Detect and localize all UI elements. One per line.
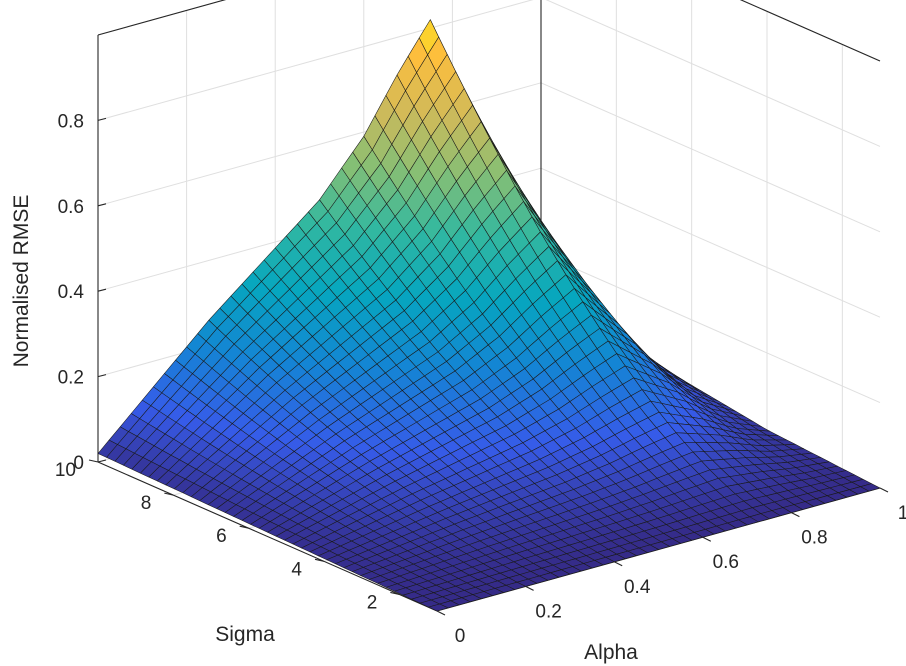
z-tick-label: 0 — [73, 453, 84, 474]
z-tick-mark — [97, 203, 107, 207]
grid-line — [540, 253, 881, 404]
z-axis-label: Normalised RMSE — [10, 195, 33, 368]
y-tick-mark — [390, 591, 400, 595]
box-edge — [739, 0, 881, 62]
y-tick-label: 10 — [55, 460, 76, 481]
y-tick-mark — [314, 558, 325, 562]
z-tick-label: 0.6 — [58, 197, 84, 218]
x-tick-mark — [525, 585, 534, 591]
y-axis-line — [97, 461, 438, 612]
x-tick-label: 0.2 — [535, 601, 561, 622]
z-tick-label: 0.8 — [58, 111, 84, 132]
y-tick-label: 4 — [291, 559, 302, 580]
y-tick-mark — [88, 459, 99, 463]
surface — [97, 19, 881, 612]
y-tick-label: 6 — [216, 526, 227, 547]
z-tick-label: 0.2 — [58, 368, 84, 389]
x-tick-label: 0.6 — [713, 552, 739, 573]
z-tick-mark — [97, 117, 107, 121]
z-tick-mark — [97, 459, 107, 463]
x-tick-label: 0 — [455, 626, 466, 647]
grid-line — [540, 167, 881, 318]
grid-line — [97, 0, 534, 121]
y-tick-label: 2 — [367, 592, 378, 613]
x-axis-label: Alpha — [584, 641, 638, 664]
surface-cell — [428, 603, 449, 612]
grid-line — [739, 0, 881, 62]
y-tick-mark — [164, 492, 174, 496]
y-axis-label: Sigma — [215, 623, 275, 646]
x-tick-mark — [702, 536, 712, 542]
grid-line — [97, 0, 226, 36]
z-tick-mark — [97, 374, 107, 378]
z-tick-label: 0.4 — [58, 282, 85, 303]
grid-line — [545, 0, 881, 147]
x-tick-mark — [879, 487, 889, 493]
z-tick-mark — [97, 288, 107, 292]
box-edge — [97, 0, 227, 36]
x-tick-mark — [791, 512, 800, 518]
x-tick-label: 0.8 — [801, 528, 827, 549]
x-tick-label: 1 — [898, 503, 906, 524]
x-tick-mark — [436, 610, 446, 616]
y-tick-mark — [239, 525, 249, 529]
x-tick-label: 0.4 — [624, 577, 651, 598]
y-tick-label: 8 — [141, 493, 152, 514]
x-tick-mark — [613, 561, 623, 567]
grid-line — [540, 82, 881, 233]
